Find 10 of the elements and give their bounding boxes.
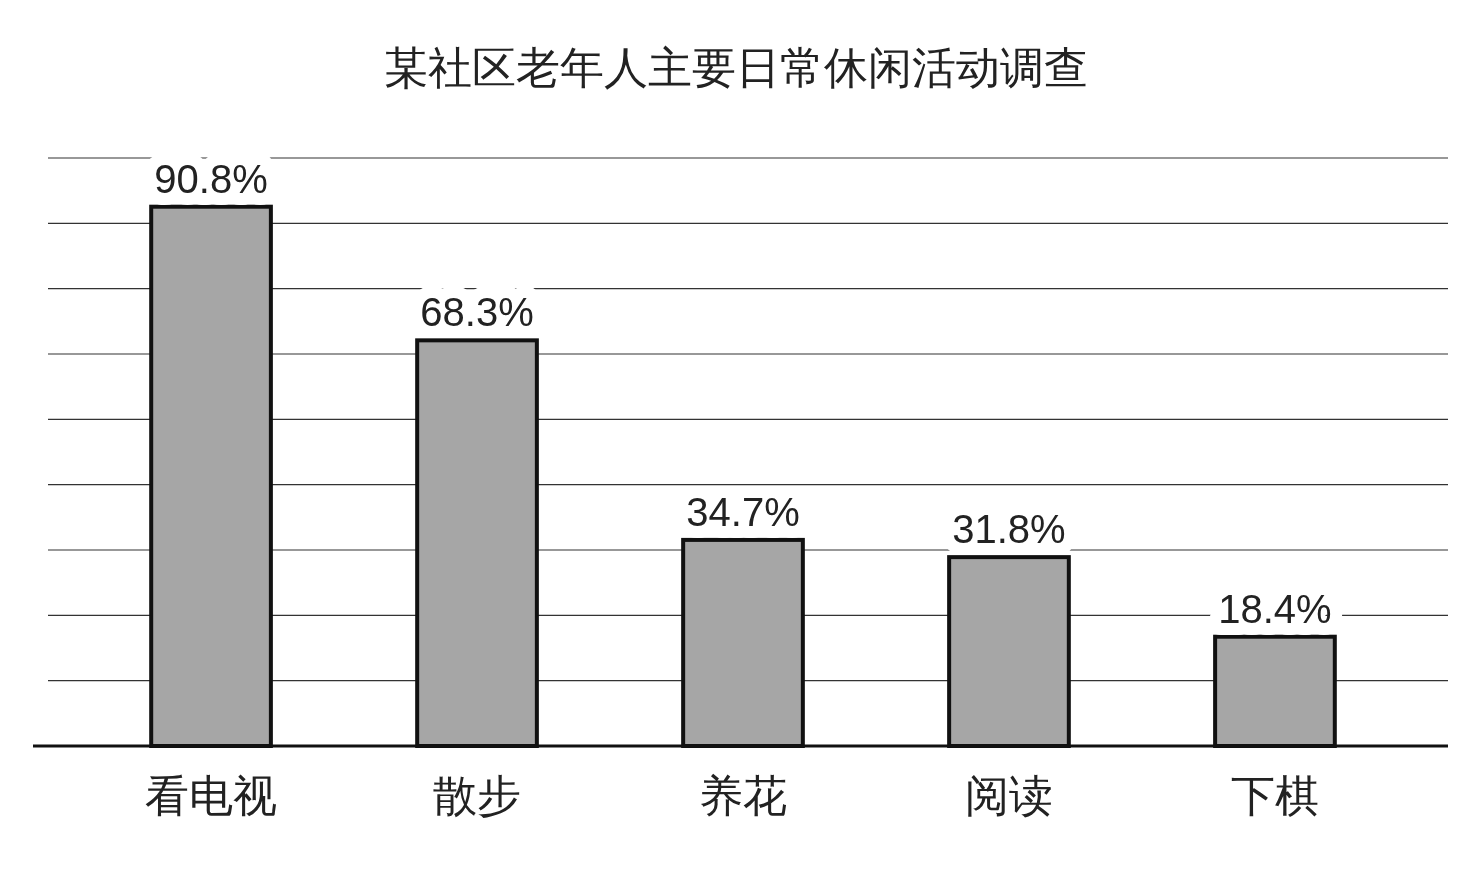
x-tick-label: 看电视 — [145, 771, 278, 820]
x-tick-label: 下棋 — [1230, 771, 1319, 820]
data-label: 90.8% — [154, 156, 268, 201]
chart-title: 某社区老年人主要日常休闲活动调查 — [383, 43, 1088, 92]
data-label: 31.8% — [952, 507, 1066, 552]
x-tick-label: 阅读 — [964, 771, 1053, 820]
data-label: 68.3% — [420, 290, 534, 335]
data-label: 34.7% — [686, 489, 800, 534]
x-tick-label: 养花 — [699, 771, 787, 820]
x-tick-label: 散步 — [433, 771, 522, 820]
